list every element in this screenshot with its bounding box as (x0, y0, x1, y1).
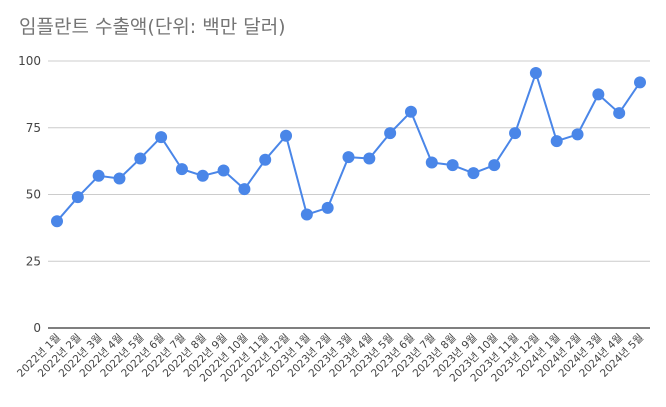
y-tick-label: 100 (18, 54, 41, 68)
data-point[interactable] (634, 76, 646, 89)
data-point[interactable] (384, 127, 397, 140)
data-point[interactable] (550, 135, 563, 148)
data-point[interactable] (155, 131, 168, 144)
y-axis-tick-labels: 0 25 50 75 100 (18, 54, 41, 335)
data-point[interactable] (113, 172, 126, 185)
y-tick-label: 25 (26, 254, 41, 268)
data-point[interactable] (175, 163, 188, 176)
data-point[interactable] (571, 128, 584, 141)
data-point[interactable] (342, 151, 355, 164)
gridlines (48, 60, 650, 329)
data-point[interactable] (321, 201, 334, 214)
data-point[interactable] (92, 169, 105, 182)
data-points (51, 67, 646, 228)
data-point[interactable] (238, 183, 251, 196)
data-point[interactable] (280, 129, 293, 142)
data-point[interactable] (134, 152, 147, 165)
data-point[interactable] (446, 159, 459, 172)
data-point[interactable] (404, 105, 417, 118)
data-point[interactable] (509, 127, 522, 140)
data-point[interactable] (592, 88, 605, 101)
data-point[interactable] (425, 156, 438, 169)
data-point[interactable] (300, 208, 313, 221)
data-point[interactable] (529, 67, 542, 80)
data-point[interactable] (71, 191, 84, 204)
data-point[interactable] (613, 107, 626, 120)
data-point[interactable] (467, 167, 480, 180)
chart-title: 임플란트 수출액(단위: 백만 달러) (19, 16, 286, 38)
data-point[interactable] (488, 159, 501, 172)
data-point[interactable] (51, 215, 63, 228)
data-point[interactable] (363, 152, 376, 165)
y-tick-label: 0 (33, 321, 41, 335)
data-point[interactable] (196, 169, 209, 182)
y-tick-label: 75 (26, 121, 41, 135)
data-point[interactable] (217, 164, 230, 177)
series-line-group (56, 72, 641, 222)
data-point[interactable] (259, 153, 272, 166)
series-line (56, 72, 641, 222)
y-tick-label: 50 (26, 188, 41, 202)
